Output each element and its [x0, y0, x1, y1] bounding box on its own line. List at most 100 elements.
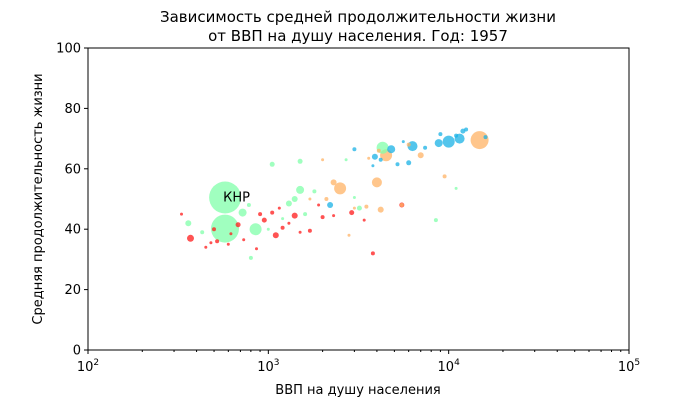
data-point — [327, 202, 334, 208]
data-point — [406, 142, 411, 147]
x-tick-label: 103 — [257, 358, 279, 375]
x-axis-label: ВВП на душу населения — [275, 383, 440, 398]
data-point — [298, 230, 302, 234]
data-point — [209, 181, 242, 214]
data-point — [376, 148, 381, 153]
data-point — [255, 247, 258, 251]
data-point — [248, 255, 253, 260]
data-point — [280, 225, 285, 230]
data-point — [320, 215, 325, 220]
data-point — [269, 161, 275, 167]
data-point — [209, 241, 213, 245]
data-point — [187, 234, 194, 242]
data-point — [229, 232, 233, 236]
data-point — [377, 206, 384, 213]
data-point — [434, 139, 443, 148]
data-point — [387, 145, 396, 154]
data-point — [399, 203, 404, 207]
data-point — [401, 140, 405, 144]
data-point — [362, 218, 366, 222]
data-point — [423, 145, 428, 150]
data-point — [215, 239, 220, 244]
data-point — [317, 203, 321, 207]
data-point — [285, 200, 292, 207]
data-point — [297, 158, 303, 164]
x-tick-label: 105 — [618, 358, 640, 375]
x-tick-label: 104 — [438, 358, 461, 375]
data-point — [378, 157, 383, 162]
data-point — [308, 197, 312, 201]
y-tick-label: 40 — [64, 223, 81, 238]
data-point — [312, 189, 317, 194]
data-point — [406, 160, 412, 166]
data-point — [454, 186, 458, 190]
chart-title-line-1: Зависимость средней продолжительности жи… — [160, 8, 556, 26]
data-point — [438, 132, 443, 137]
data-point — [367, 156, 371, 160]
data-point — [246, 203, 251, 207]
data-point — [180, 212, 183, 216]
data-point — [261, 217, 267, 223]
data-point — [238, 208, 247, 217]
data-point — [371, 177, 382, 188]
data-point — [347, 233, 351, 237]
y-axis-label: Средняя продолжительность жизни — [31, 73, 46, 324]
annotation-label: КНР — [223, 191, 250, 206]
data-point — [470, 131, 489, 150]
y-tick-label: 20 — [64, 283, 81, 298]
data-point — [277, 206, 281, 210]
data-point — [433, 218, 438, 223]
data-point — [296, 185, 305, 194]
data-point — [442, 135, 455, 148]
x-axis-ticks: 102 103 104 105 — [77, 350, 640, 375]
data-point — [321, 158, 325, 162]
y-tick-label: 80 — [64, 102, 81, 117]
data-point — [258, 212, 263, 217]
data-point — [212, 227, 216, 232]
data-point — [483, 135, 488, 140]
data-point — [185, 220, 192, 227]
data-point — [330, 179, 337, 186]
data-point — [356, 205, 362, 211]
data-point — [464, 127, 469, 132]
data-point — [287, 221, 291, 225]
data-point — [211, 214, 239, 243]
data-point — [249, 223, 262, 236]
data-point — [371, 164, 375, 168]
data-point — [395, 162, 400, 167]
data-point — [352, 147, 357, 152]
y-tick-label: 60 — [64, 162, 81, 177]
data-point — [266, 227, 270, 231]
data-point — [204, 245, 208, 249]
y-tick-label: 0 — [73, 344, 81, 359]
data-point — [242, 238, 246, 242]
data-points — [180, 127, 489, 260]
data-point — [334, 182, 347, 195]
data-point — [272, 232, 279, 239]
data-point — [324, 197, 329, 201]
data-point — [417, 152, 424, 159]
data-point — [364, 204, 369, 209]
data-point — [442, 174, 447, 179]
chart-title-line-2: от ВВП на душу населения. Год: 1957 — [208, 27, 508, 45]
data-point — [303, 212, 308, 217]
data-point — [371, 153, 378, 160]
data-point — [370, 251, 375, 256]
y-axis-ticks: 0 20 40 60 80 100 — [56, 42, 88, 359]
data-point — [352, 196, 356, 199]
data-point — [344, 158, 348, 162]
data-point — [235, 222, 241, 228]
data-point — [349, 210, 355, 216]
data-point — [307, 228, 312, 233]
x-tick-label: 102 — [77, 358, 99, 375]
data-point — [352, 206, 356, 210]
data-point — [454, 133, 459, 138]
y-tick-label: 100 — [56, 42, 81, 57]
data-point — [226, 242, 230, 246]
data-point — [281, 217, 285, 221]
plot-frame — [87, 47, 630, 351]
data-point — [200, 230, 205, 235]
data-point — [291, 212, 298, 219]
data-point — [332, 214, 336, 218]
